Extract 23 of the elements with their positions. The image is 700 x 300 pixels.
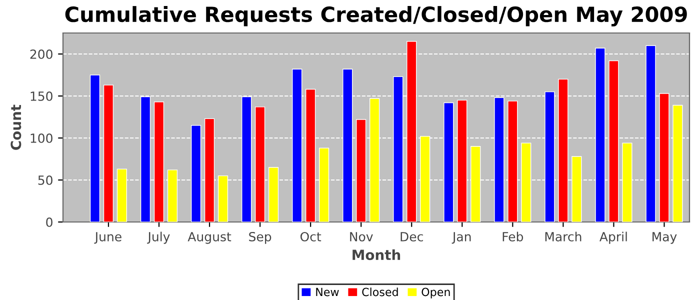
chart-title: Cumulative Requests Created/Closed/Open May 2009 xyxy=(65,6,687,26)
x-tick-label: Dec xyxy=(400,232,423,242)
x-tick-label: Sep xyxy=(249,232,272,244)
y-tick-label: 100 xyxy=(30,133,52,143)
x-tick-label: March xyxy=(545,232,582,242)
x-tick-label: Feb xyxy=(502,232,524,242)
legend-label: Open xyxy=(422,288,450,298)
y-axis-title: Count xyxy=(10,104,22,150)
x-tick-label: August xyxy=(188,232,232,244)
y-tick-label: 50 xyxy=(38,175,52,185)
x-tick-label: Jan xyxy=(452,232,471,244)
legend-label: Closed xyxy=(362,288,398,296)
x-tick-label: July xyxy=(147,232,170,244)
x-tick-label: April xyxy=(600,232,627,244)
y-tick-label: 150 xyxy=(30,91,52,101)
legend-label: New xyxy=(316,288,339,296)
x-axis-title: Month xyxy=(352,249,400,260)
x-tick-label: June xyxy=(94,232,122,244)
x-tick-label: Nov xyxy=(350,232,373,242)
y-tick-label: 200 xyxy=(30,49,52,59)
x-tick-label: Oct xyxy=(300,232,322,242)
x-tick-label: May xyxy=(652,232,677,244)
y-tick-label: 0 xyxy=(46,217,52,227)
